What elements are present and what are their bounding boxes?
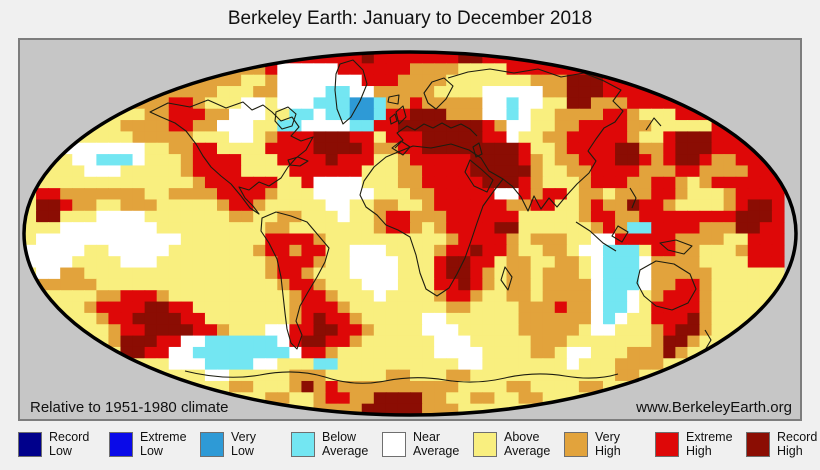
coast-great-lakes (287, 156, 309, 167)
legend-label: Extreme Low (140, 430, 187, 458)
legend-item: Extreme High (655, 430, 733, 458)
world-anomaly-map (22, 50, 798, 417)
legend-swatch (473, 432, 497, 457)
page-title: Berkeley Earth: January to December 2018 (227, 8, 593, 29)
coast-africa (359, 143, 504, 297)
website-url: www.BerkeleyEarth.org (636, 399, 792, 416)
legend-item: Below Average (291, 430, 369, 458)
legend-label: Record High (777, 430, 818, 458)
legend-item: Record High (746, 430, 818, 458)
legend-swatch (200, 432, 224, 457)
legend-item: Near Average (382, 430, 460, 458)
legend-swatch (382, 432, 406, 457)
coast-south-america (260, 211, 330, 350)
coast-indonesia (575, 221, 693, 255)
coast-madagascar (500, 266, 513, 291)
legend-swatch (564, 432, 588, 457)
coast-asia (447, 68, 624, 212)
globe-outline (22, 50, 798, 417)
coast-europe-med (394, 122, 478, 149)
coast-greenland (334, 59, 368, 125)
baseline-note: Relative to 1951-1980 climate (30, 399, 229, 416)
legend-label: Very Low (231, 430, 257, 458)
map-panel: Relative to 1951-1980 climate www.Berkel… (18, 38, 802, 421)
coast-britain (389, 105, 407, 125)
coastlines (149, 59, 712, 384)
legend-swatch (746, 432, 770, 457)
legend-label: Record Low (49, 430, 90, 458)
coast-iceland (387, 94, 400, 105)
legend-swatch (291, 432, 315, 457)
coast-australia (636, 260, 697, 311)
legend-swatch (109, 432, 133, 457)
coast-hudson-bay (274, 106, 297, 130)
coast-arabia (464, 159, 494, 193)
coast-philippines (629, 187, 637, 209)
legend-item: Very Low (200, 430, 257, 458)
legend-label: Very High (595, 430, 621, 458)
legend-item: Above Average (473, 430, 551, 458)
legend-label: Below Average (322, 430, 369, 458)
legend-swatch (18, 432, 42, 457)
coast-scandinavia (423, 77, 454, 110)
legend-label: Above Average (504, 430, 551, 458)
coast-japan (645, 117, 662, 131)
legend-label: Near Average (413, 430, 460, 458)
coast-antarctica (184, 370, 619, 384)
coast-north-america (149, 99, 314, 215)
legend-label: Extreme High (686, 430, 733, 458)
legend-item: Extreme Low (109, 430, 187, 458)
legend-item: Very High (564, 430, 621, 458)
coast-caspian (472, 142, 483, 158)
legend-swatch (655, 432, 679, 457)
legend-item: Record Low (18, 430, 90, 458)
legend: Record Low Extreme Low Very Low Below Average Ne… (0, 425, 820, 470)
coast-new-zealand (704, 329, 712, 351)
